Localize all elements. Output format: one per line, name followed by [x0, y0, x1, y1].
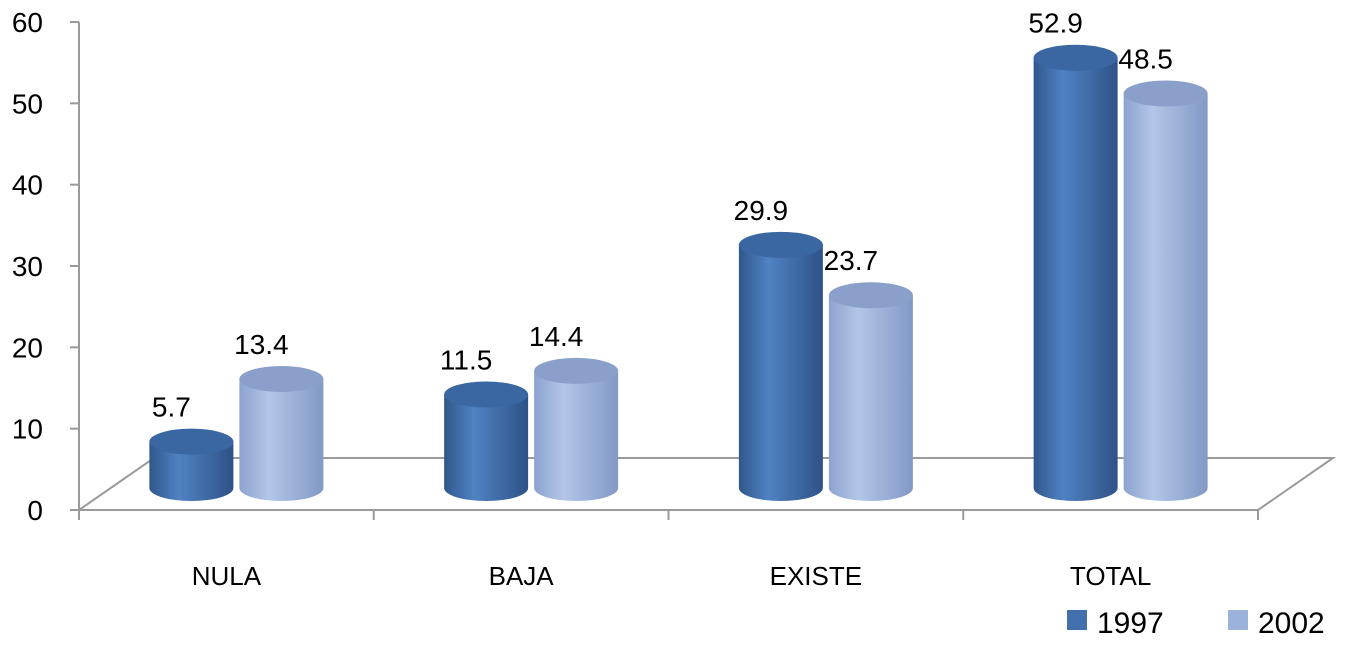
data-label: 13.4 — [234, 329, 289, 360]
legend-swatch — [1228, 610, 1248, 630]
x-tick-label: EXISTE — [770, 561, 862, 591]
x-tick-label: NULA — [192, 561, 262, 591]
y-tick-label: 0 — [27, 495, 43, 526]
bar-body — [534, 370, 619, 502]
y-tick-label: 10 — [12, 414, 43, 445]
bar-body — [444, 394, 529, 502]
bar-top — [239, 366, 324, 393]
bar — [149, 428, 234, 502]
bar-top — [828, 282, 913, 309]
bar — [1033, 44, 1118, 502]
data-label: 14.4 — [529, 321, 584, 352]
x-tick-label: TOTAL — [1070, 561, 1151, 591]
y-tick-label: 40 — [12, 170, 43, 201]
bar — [534, 357, 619, 502]
bar — [444, 381, 529, 502]
bar — [738, 231, 823, 502]
legend-swatch — [1067, 610, 1087, 630]
bar — [239, 366, 324, 502]
bar-body — [828, 295, 913, 502]
bar-top — [534, 357, 619, 384]
bar — [1123, 80, 1208, 502]
y-tick-label: 30 — [12, 251, 43, 282]
bar-top — [444, 381, 529, 408]
bar-body — [1123, 93, 1208, 502]
y-tick-label: 20 — [12, 332, 43, 363]
bar-top — [1123, 80, 1208, 107]
legend-label: 2002 — [1258, 607, 1325, 640]
bar-top — [1033, 44, 1118, 71]
y-tick-label: 60 — [12, 7, 43, 38]
bar-top — [738, 231, 823, 258]
chart-floor — [75, 457, 1337, 511]
bar — [828, 282, 913, 502]
data-label: 23.7 — [824, 245, 879, 276]
data-label: 48.5 — [1118, 44, 1173, 75]
bar-body — [1033, 57, 1118, 502]
data-label: 52.9 — [1028, 8, 1083, 39]
data-label: 5.7 — [152, 392, 191, 423]
legend-label: 1997 — [1097, 607, 1164, 640]
x-tick-label: BAJA — [489, 561, 555, 591]
data-label: 11.5 — [440, 344, 492, 375]
bar-body — [239, 379, 324, 502]
bar-body — [738, 244, 823, 502]
y-tick-label: 50 — [12, 88, 43, 119]
bar-body — [149, 441, 234, 502]
data-label: 29.9 — [734, 195, 789, 226]
bar-top — [149, 428, 234, 455]
